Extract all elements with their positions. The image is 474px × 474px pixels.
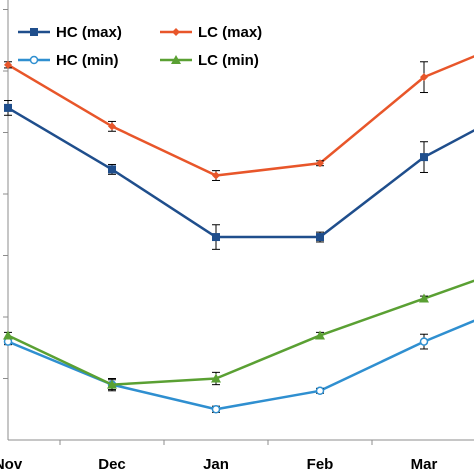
x-tick-label: Nov <box>0 456 23 473</box>
data-point <box>4 103 12 112</box>
series-1 <box>4 55 474 181</box>
x-tick-labels: Nov Dec Jan Feb Mar <box>0 456 437 473</box>
legend-item: LC (max) <box>160 24 262 41</box>
data-point <box>212 233 220 242</box>
data-point <box>316 159 324 168</box>
data-point <box>316 233 324 242</box>
x-tick-label: Feb <box>307 456 334 473</box>
series-3 <box>3 279 474 391</box>
data-point <box>108 165 116 174</box>
data-point <box>4 60 12 69</box>
legend-item: HC (min) <box>18 52 119 69</box>
legend-symbol <box>30 28 38 36</box>
x-tick-label: Jan <box>203 456 229 473</box>
legend-symbol <box>172 28 180 36</box>
series-2 <box>3 319 474 414</box>
data-point <box>3 330 13 340</box>
data-point <box>315 330 325 340</box>
legend-item: LC (min) <box>160 52 259 69</box>
legend-marker-triangle <box>160 55 192 64</box>
series-line <box>7 55 474 177</box>
data-point <box>420 153 428 162</box>
legend-marker-circle <box>18 55 50 65</box>
data-point <box>211 405 221 414</box>
legend-label: LC (min) <box>198 52 259 69</box>
x-tick-label: Mar <box>411 456 438 473</box>
x-tick-label: Dec <box>98 456 126 473</box>
legend-label: LC (max) <box>198 24 262 41</box>
series-line <box>7 279 474 386</box>
legend-item: HC (max) <box>18 24 122 41</box>
data-point <box>108 122 116 131</box>
data-point <box>212 171 220 180</box>
legend-marker-diamond <box>160 28 192 36</box>
data-point <box>419 337 429 346</box>
chart-legend: HC (max) LC (max) HC (min) LC (min) <box>18 24 262 69</box>
data-point <box>419 293 429 303</box>
legend-symbol <box>171 55 181 64</box>
data-point <box>107 379 117 389</box>
series-0 <box>4 100 474 250</box>
data-point <box>211 373 221 383</box>
series-line <box>7 106 474 239</box>
data-point <box>420 73 428 82</box>
data-point <box>315 386 325 396</box>
chart-axes <box>3 0 474 445</box>
legend-marker-square <box>18 28 50 36</box>
series-line <box>7 319 474 411</box>
series-layer <box>3 55 474 414</box>
legend-label: HC (max) <box>56 24 122 41</box>
legend-symbol <box>29 55 39 65</box>
legend-label: HC (min) <box>56 52 119 69</box>
